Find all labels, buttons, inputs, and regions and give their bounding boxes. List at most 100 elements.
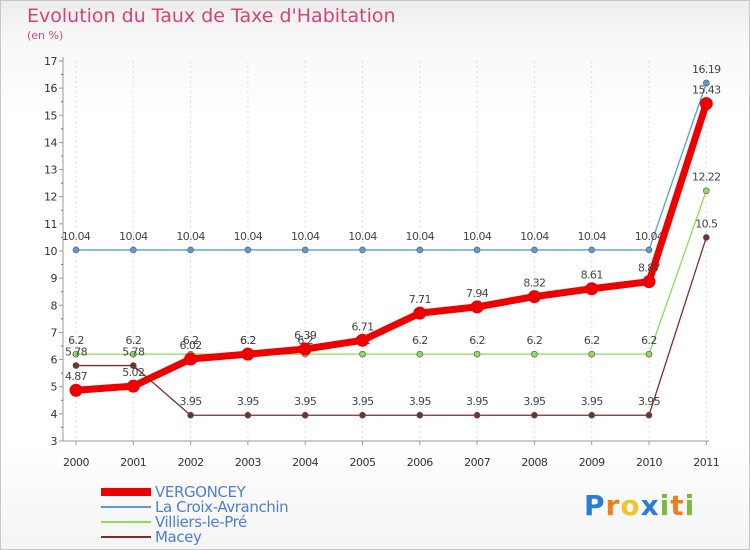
y-tick-label: 6 [51,354,58,367]
data-label-macey: 3.95 [638,395,661,408]
x-tick-label: 2001 [120,456,146,469]
data-label-la-croix-avranchin: 10.04 [348,230,377,243]
legend-label: VERGONCEY [155,483,246,501]
series-line-macey [76,237,707,416]
data-label-macey: 3.95 [466,395,489,408]
legend-label: Macey [155,528,202,546]
data-point-vergoncey [298,342,312,356]
y-tick-label: 15 [44,109,57,122]
data-label-la-croix-avranchin: 10.04 [176,230,205,243]
data-label-la-croix-avranchin: 10.04 [62,230,91,243]
data-point-vergoncey [585,282,599,296]
x-tick-label: 2006 [407,456,433,469]
logo-letter: r [605,489,621,522]
data-point-macey [473,411,481,419]
chart-unit: (en %) [27,29,64,42]
logo-letter: x [640,489,660,522]
data-label-villiers-le-pr-: 6.2 [584,334,600,347]
data-point-macey [244,411,252,419]
data-point-vergoncey [527,290,541,304]
data-label-villiers-le-pr-: 6.2 [125,334,141,347]
data-label-la-croix-avranchin: 10.04 [520,230,549,243]
data-label-vergoncey: 8.61 [581,269,603,282]
data-label-macey: 3.95 [523,395,546,408]
data-label-la-croix-avranchin: 10.04 [577,230,606,243]
data-label-vergoncey: 7.94 [466,287,489,300]
data-label-vergoncey: 8.87 [638,262,661,275]
data-point-vergoncey [69,383,83,397]
data-label-macey: 10.5 [695,217,718,230]
series-line-vergoncey [75,102,710,394]
data-label-villiers-le-pr-: 6.2 [469,334,485,347]
y-tick-label: 5 [51,381,58,394]
y-tick-label: 3 [51,435,58,448]
data-label-macey: 3.95 [351,395,374,408]
x-tick-label: 2005 [350,456,376,469]
data-point-vergoncey [184,352,198,366]
data-label-la-croix-avranchin: 10.04 [463,230,492,243]
y-tick-label: 9 [51,272,58,285]
data-label-macey: 3.95 [180,395,203,408]
data-label-macey: 3.95 [237,395,260,408]
data-point-macey [187,411,194,419]
data-label-macey: 3.95 [581,395,604,408]
data-point-la-croix-avranchin [244,246,252,254]
data-label-macey: 3.95 [294,395,317,408]
data-label-macey: 5.78 [122,346,145,359]
data-point-la-croix-avranchin [416,246,424,254]
data-label-macey: 3.95 [409,395,432,408]
data-label-villiers-le-pr-: 6.2 [68,334,84,347]
data-point-vergoncey [126,379,140,393]
data-point-macey [130,362,137,369]
data-point-villiers-le-pr- [588,350,596,358]
data-point-la-croix-avranchin [645,246,653,254]
data-point-la-croix-avranchin [130,246,137,254]
data-label-macey: 5.78 [65,346,88,359]
legend-swatch [101,521,151,523]
data-label-villiers-le-pr-: 6.2 [527,334,543,347]
logo-letter: i [684,489,696,522]
data-point-la-croix-avranchin [473,246,481,254]
data-point-villiers-le-pr- [702,187,710,195]
data-point-vergoncey [699,97,713,111]
y-tick-label: 14 [44,136,57,149]
data-point-macey [72,362,80,369]
x-tick-label: 2002 [178,456,204,469]
data-label-vergoncey: 5.02 [122,366,144,379]
data-point-la-croix-avranchin [531,246,538,254]
data-label-la-croix-avranchin: 10.04 [406,230,435,243]
data-point-vergoncey [470,300,484,314]
data-point-macey [531,411,538,419]
legend-label: Villiers-le-Pré [155,513,247,531]
y-tick-label: 17 [44,55,57,68]
data-point-villiers-le-pr- [531,350,538,358]
y-tick-label: 16 [44,82,57,95]
legend-swatch [101,536,151,538]
data-label-villiers-le-pr-: 6.2 [240,334,256,347]
data-point-macey [301,411,309,419]
logo-letter: P [584,489,606,522]
data-label-villiers-le-pr-: 6.2 [641,334,657,347]
x-tick-label: 2008 [521,456,547,469]
data-label-vergoncey: 6.02 [180,339,202,352]
logo-letter: i [659,489,671,522]
data-point-vergoncey [413,306,427,320]
x-tick-label: 2010 [636,456,662,469]
y-tick-label: 11 [44,218,57,231]
data-label-la-croix-avranchin: 16.19 [692,63,721,76]
x-tick-label: 2009 [579,456,605,469]
data-point-la-croix-avranchin [702,79,710,87]
data-label-la-croix-avranchin: 10.04 [234,230,263,243]
data-point-villiers-le-pr- [72,350,80,358]
data-point-la-croix-avranchin [187,246,194,254]
series-line-villiers-le-pr- [76,190,707,355]
y-tick-label: 7 [51,326,58,339]
x-tick-label: 2000 [63,456,89,469]
data-label-villiers-le-pr-: 12.22 [692,171,721,184]
y-tick-label: 12 [44,191,57,204]
data-point-macey [359,411,366,419]
y-tick-label: 10 [44,245,57,258]
proxiti-logo: Proxiti [584,489,695,522]
